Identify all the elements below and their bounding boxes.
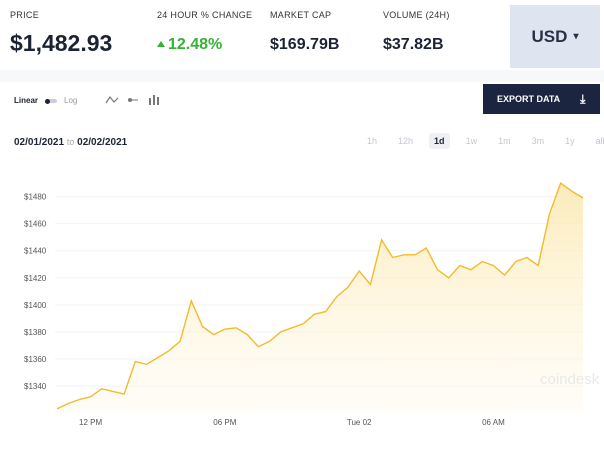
stat-label: PRICE [10,10,40,20]
range-button[interactable]: 1w [465,136,478,146]
date-from: 02/01/2021 [14,137,65,148]
date-to: 02/02/2021 [77,137,128,148]
export-label: EXPORT DATA [497,94,561,104]
range-button[interactable]: 1y [565,136,575,146]
stat-value: $169.79B [270,36,340,53]
download-icon: ⤓ [580,91,586,106]
watermark: coindesk [540,371,600,388]
currency: USD [531,26,568,46]
x-tick-label: 06 PM [213,418,236,427]
x-tick-label: 06 AM [482,418,505,427]
y-tick-label: $1400 [24,301,47,310]
scale-linear[interactable]: Linear [14,96,39,105]
stat-value: $1,482.93 [10,30,113,56]
dropdown-caret: ▾ [573,31,579,42]
date-sep: to [66,137,75,147]
range-button[interactable]: 1d [429,133,450,149]
y-tick-label: $1480 [24,193,47,202]
x-tick-label: 12 PM [79,418,102,427]
stat-label: MARKET CAP [270,10,332,20]
stat-value: $37.82B [383,36,444,53]
y-tick-label: $1360 [24,355,47,364]
chart-type-icons[interactable] [105,94,161,106]
stat-value: 12.48% [168,36,223,53]
y-tick-label: $1460 [24,220,47,229]
area-fill [57,183,583,413]
scale-toggle[interactable] [45,98,57,104]
stat-label: VOLUME (24H) [383,10,450,20]
range-selector: 1h 12h 1d 1w 1m 3m 1y all [362,133,604,149]
y-tick-label: $1340 [24,382,47,391]
export-button[interactable]: EXPORT DATA ⤓ [483,84,600,114]
up-arrow [157,41,165,47]
y-tick-label: $1440 [24,247,47,256]
price-line [56,181,584,410]
range-button[interactable]: 1m [498,136,511,146]
header-divider [0,70,604,82]
scale-log[interactable]: Log [64,96,78,105]
toggle-knob [45,98,50,104]
y-tick-label: $1420 [24,274,47,283]
stat-label: 24 HOUR % CHANGE [157,10,253,20]
y-tick-label: $1380 [24,328,47,337]
currency-button[interactable]: USD ▾ [510,5,600,68]
range-button[interactable]: 1h [367,136,378,146]
range-button[interactable]: 12h [398,136,414,146]
x-tick-label: Tue 02 [347,418,372,427]
range-button[interactable]: 3m [531,136,545,146]
date-range[interactable]: 02/01/2021 to 02/02/2021 [14,137,127,148]
range-button[interactable]: all [595,136,604,146]
